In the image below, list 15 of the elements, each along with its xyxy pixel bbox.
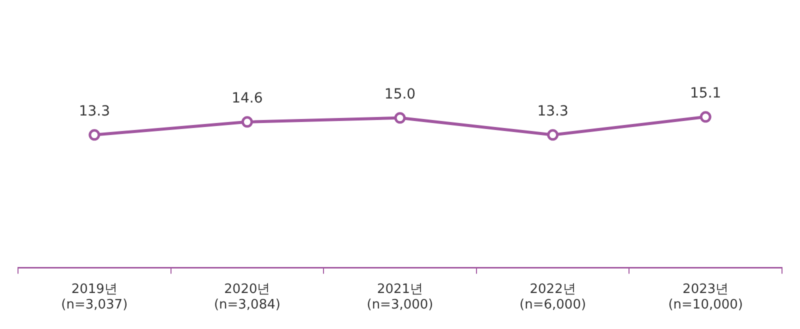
point (547, 129, 559, 141)
data-label: 15.1 (690, 86, 722, 102)
point (394, 112, 406, 124)
point (88, 129, 100, 141)
point (700, 111, 712, 123)
point (241, 116, 253, 128)
data-label: 13.3 (78, 104, 110, 120)
data-label: 14.6 (232, 90, 263, 107)
data-label: 13.3 (537, 104, 568, 120)
x-tick-label: 2020년 (n=3,084) (214, 282, 280, 313)
x-tick-label: 2022년 (n=6,000) (520, 282, 586, 313)
x-tick-label: 2023년 (n=10,000) (668, 282, 743, 313)
x-tick-label: 2021년 (n=3,000) (366, 282, 434, 313)
x-tick-label: 2019년 (n=3,037) (61, 282, 128, 313)
data-label: 15.0 (384, 86, 416, 103)
